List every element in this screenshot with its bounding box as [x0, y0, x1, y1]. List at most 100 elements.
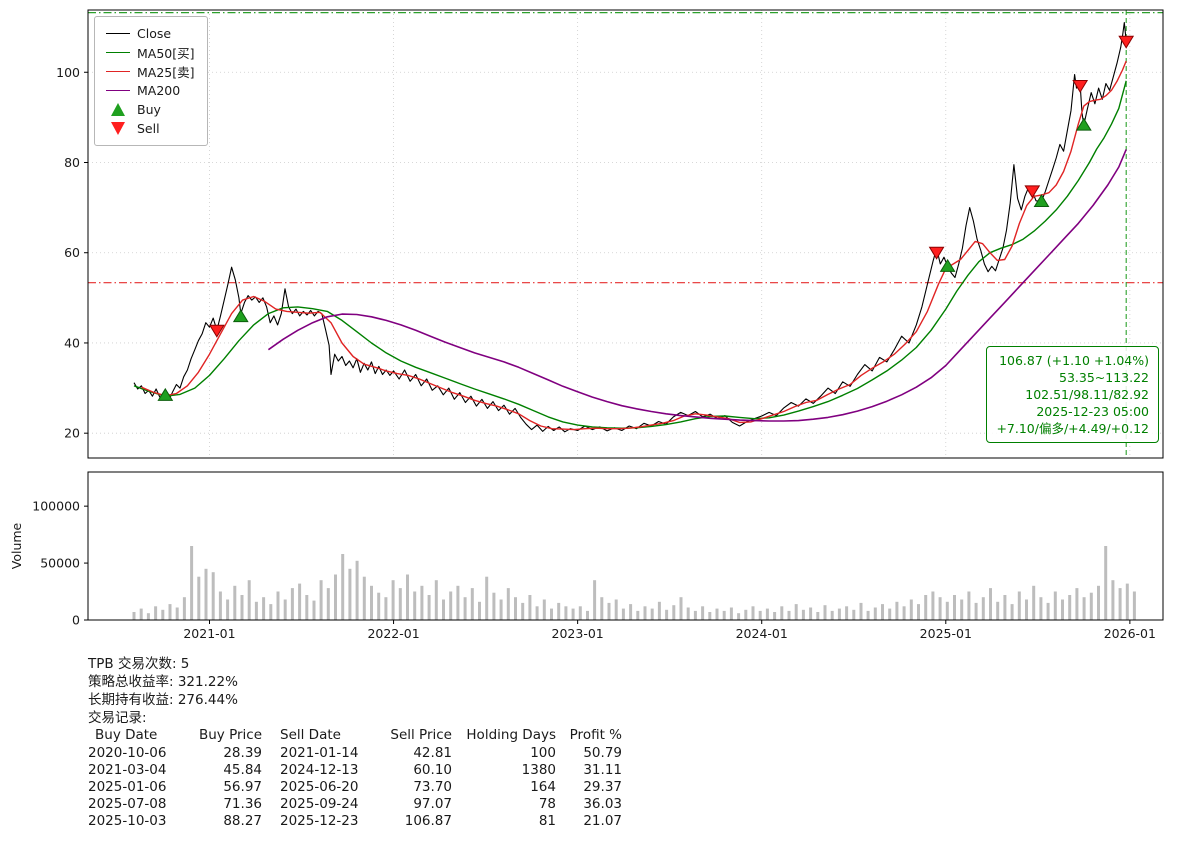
trade-cell: 2020-10-06 — [88, 745, 167, 761]
ma50-line — [133, 80, 1127, 429]
trade-cell: 50.79 — [583, 745, 622, 761]
annotation-price: 106.87 (+1.10 +1.04%) — [999, 353, 1149, 368]
trade-cell: 31.11 — [583, 762, 622, 778]
buy-marker — [1033, 194, 1050, 207]
legend-label: Close — [137, 26, 172, 41]
annotation-box: 106.87 (+1.10 +1.04%) 53.35~113.22 102.5… — [986, 346, 1159, 443]
trade-cell: 2025-06-20 — [280, 779, 359, 795]
annotation-mas: 102.51/98.11/82.92 — [1025, 387, 1149, 402]
legend-label: Buy — [137, 102, 161, 117]
volume-tick-label: 100000 — [32, 499, 80, 514]
annotation-datetime: 2025-12-23 05:00 — [1036, 404, 1149, 419]
legend-item-buy: Buy — [104, 100, 195, 119]
trades-header: Buy Date Buy Price Sell Date Sell Price … — [88, 727, 622, 743]
x-tick-label: 2025-01 — [920, 626, 972, 641]
legend-item-ma50: MA50[买] — [104, 43, 195, 62]
legend-item-ma200: MA200 — [104, 81, 195, 100]
trade-cell: 29.37 — [583, 779, 622, 795]
y-tick-label: 20 — [64, 426, 80, 441]
volume-ylabel: Volume — [9, 522, 24, 569]
summary-trades-title: 交易记录: — [88, 710, 147, 726]
trade-cell: 71.36 — [223, 796, 262, 812]
legend-item-ma25: MA25[卖] — [104, 62, 195, 81]
trade-row: 2025-10-03 88.27 2025-12-23 106.87 81 21.07 — [88, 813, 622, 830]
volume-bars — [132, 546, 1136, 620]
summary-hold-return: 长期持有收益: 276.44% — [88, 692, 238, 708]
trade-cell: 60.10 — [413, 762, 452, 778]
ma25-line — [141, 60, 1127, 431]
trade-row: 2020-10-06 28.39 2021-01-14 42.81 100 50.79 — [88, 745, 622, 762]
trade-cell: 78 — [538, 796, 556, 812]
trade-cell: 88.27 — [223, 813, 262, 829]
trade-cell: 2025-09-24 — [280, 796, 359, 812]
volume-tick-label: 0 — [72, 613, 80, 628]
trade-row: 2021-03-04 45.84 2024-12-13 60.10 1380 31.11 — [88, 762, 622, 779]
buy-marker-icon — [111, 103, 125, 116]
x-tick-label: 2024-01 — [736, 626, 788, 641]
sell-marker — [1024, 185, 1041, 199]
ma50-line-swatch — [106, 52, 130, 53]
trade-cell: 2021-03-04 — [88, 762, 167, 778]
y-tick-label: 40 — [64, 335, 80, 350]
x-tick-label: 2021-01 — [183, 626, 235, 641]
trade-cell: 2021-01-14 — [280, 745, 359, 761]
trade-cell: 164 — [530, 779, 556, 795]
col-buy-price: Buy Price — [198, 727, 262, 743]
legend-label: MA200 — [137, 83, 181, 98]
close-line — [133, 22, 1127, 433]
x-tick-label: 2026-01 — [1104, 626, 1156, 641]
trade-cell: 2025-12-23 — [280, 813, 359, 829]
y-tick-label: 60 — [64, 245, 80, 260]
trade-cell: 106.87 — [404, 813, 452, 829]
col-sell-price: Sell Price — [390, 727, 452, 743]
trade-cell: 45.84 — [223, 762, 262, 778]
trade-cell: 28.39 — [223, 745, 262, 761]
volume-axes-border — [87, 471, 1164, 621]
legend-label: MA25[卖] — [137, 65, 195, 80]
annotation-signal: +7.10/偏多/+4.49/+0.12 — [996, 421, 1149, 436]
trade-cell: 97.07 — [413, 796, 452, 812]
legend-label: Sell — [137, 121, 160, 136]
x-tick-label: 2022-01 — [367, 626, 419, 641]
ma200-line — [267, 149, 1127, 422]
trade-cell: 21.07 — [583, 813, 622, 829]
volume-tick-label: 50000 — [40, 556, 80, 571]
sell-marker — [1118, 35, 1135, 49]
legend-label: MA50[买] — [137, 46, 195, 61]
y-tick-label: 100 — [56, 65, 80, 80]
sell-marker — [208, 324, 225, 338]
trade-cell: 2025-07-08 — [88, 796, 167, 812]
trade-cell: 2025-01-06 — [88, 779, 167, 795]
summary-trade-count: TPB 交易次数: 5 — [88, 656, 190, 672]
trade-cell: 56.97 — [223, 779, 262, 795]
y-tick-label: 80 — [64, 155, 80, 170]
trades-rows: 2020-10-06 28.39 2021-01-14 42.81 100 50.79 20… — [88, 745, 622, 830]
buy-marker — [1075, 117, 1092, 131]
sell-marker — [928, 246, 945, 260]
col-buy-date: Buy Date — [95, 727, 158, 743]
legend: Close MA50[买] MA25[卖] MA200 Buy Sell — [94, 16, 208, 146]
sell-marker-icon — [111, 122, 125, 135]
buy-marker — [232, 309, 249, 323]
sell-marker — [1072, 79, 1089, 93]
buy-marker — [157, 387, 174, 401]
trade-cell: 2025-10-03 — [88, 813, 167, 829]
main-axes-border — [87, 9, 1164, 459]
col-profit: Profit % — [569, 727, 622, 743]
trade-cell: 73.70 — [413, 779, 452, 795]
annotation-range: 53.35~113.22 — [1059, 370, 1149, 385]
x-tick-label: 2023-01 — [552, 626, 604, 641]
trade-cell: 1380 — [521, 762, 556, 778]
legend-item-sell: Sell — [104, 119, 195, 138]
chart-canvas: 20 40 60 80 100 0 50000 100000 2021-01 2022-01 202… — [9, 9, 1164, 641]
trade-cell: 81 — [538, 813, 556, 829]
trade-row: 2025-07-08 71.36 2025-09-24 97.07 78 36.03 — [88, 796, 622, 813]
trade-cell: 42.81 — [413, 745, 452, 761]
trade-cell: 100 — [530, 745, 556, 761]
close-line-swatch — [106, 33, 130, 34]
ma25-line-swatch — [106, 71, 130, 72]
legend-item-close: Close — [104, 24, 195, 43]
summary-strategy-return: 策略总收益率: 321.22% — [88, 674, 238, 690]
trade-row: 2025-01-06 56.97 2025-06-20 73.70 164 29.37 — [88, 779, 622, 796]
trade-cell: 2024-12-13 — [280, 762, 359, 778]
